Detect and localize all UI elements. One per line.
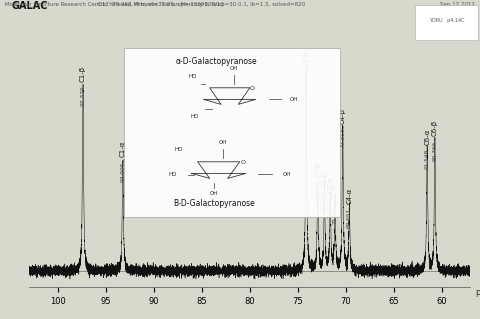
Text: O: O (249, 85, 254, 91)
Text: C1-β: C1-β (80, 66, 86, 82)
Text: HO: HO (168, 172, 177, 177)
Text: 69.651: 69.651 (347, 208, 352, 228)
Text: C3-α: C3-α (327, 177, 333, 193)
Text: 71.634: 71.634 (328, 197, 333, 218)
Text: O: O (240, 160, 245, 165)
Text: OH: OH (210, 191, 218, 197)
Text: 97.379: 97.379 (81, 86, 85, 107)
Text: 74.892: 74.892 (304, 71, 309, 92)
Text: Sep 12 2012: Sep 12 2012 (440, 2, 475, 7)
Text: 72.126: 72.126 (322, 191, 327, 211)
Text: C2-α: C2-α (332, 183, 338, 199)
Text: HO: HO (175, 147, 183, 152)
Text: C4-β: C4-β (340, 108, 346, 124)
Text: 70.313: 70.313 (340, 128, 345, 148)
Text: C4-α: C4-α (347, 188, 352, 204)
Text: ppm: ppm (475, 288, 480, 297)
Text: C5-β: C5-β (303, 51, 309, 67)
Text: 72.944: 72.944 (315, 182, 320, 203)
Text: C6-β: C6-β (432, 120, 438, 137)
Text: B-D-Galactopyranose: B-D-Galactopyranose (173, 199, 255, 208)
Text: Molecular Structure Research Centre, Yerevan, Armenia. Varian Mercury 300/13: Molecular Structure Research Centre, Yer… (5, 2, 224, 7)
Text: 93.905: 93.905 (120, 161, 125, 182)
Text: 71.101: 71.101 (333, 204, 337, 224)
Text: OH: OH (289, 97, 298, 102)
Text: 61.548: 61.548 (425, 149, 430, 169)
FancyBboxPatch shape (124, 48, 340, 217)
Text: OH: OH (219, 140, 228, 145)
Text: C1-α: C1-α (120, 141, 126, 158)
Text: YDRU   p4.14C: YDRU p4.14C (429, 18, 464, 23)
Text: 60.766: 60.766 (432, 140, 437, 161)
Text: C3-β: C3-β (315, 162, 321, 179)
Text: C13: 75.462 MHz, st=31.95, sp=-15996, hsep=30.0.1, lb=1.5, solved=820: C13: 75.462 MHz, st=31.95, sp=-15996, hs… (98, 2, 305, 7)
Text: OH: OH (230, 66, 239, 71)
Text: HO: HO (190, 114, 199, 119)
Text: HO: HO (188, 74, 196, 79)
Text: C2-β: C2-β (322, 171, 327, 187)
Text: α-D-Galactopyranose: α-D-Galactopyranose (176, 57, 257, 66)
Text: GALAC: GALAC (11, 1, 48, 11)
Text: OH: OH (283, 172, 291, 177)
Text: C6-α: C6-α (424, 129, 430, 145)
